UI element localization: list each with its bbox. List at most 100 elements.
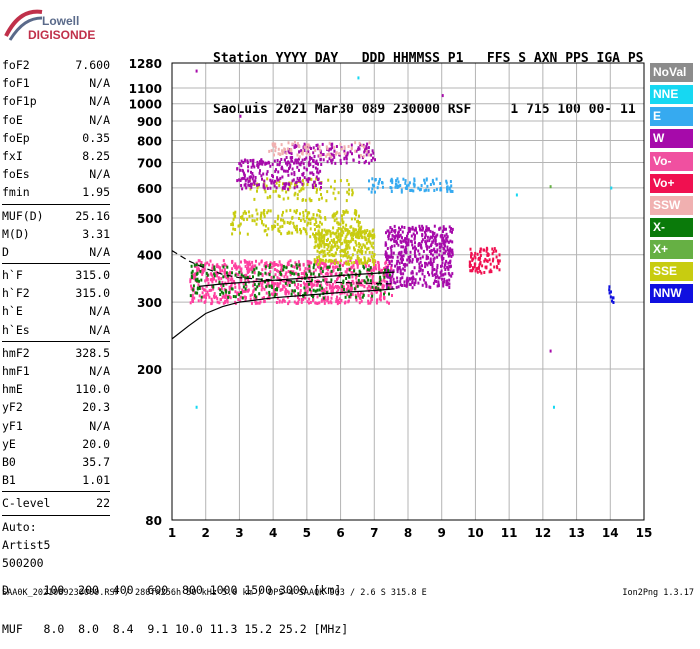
echo-point	[276, 292, 278, 296]
echo-point	[552, 405, 555, 409]
echo-point	[362, 230, 365, 234]
echo-point	[247, 261, 250, 265]
echo-point	[395, 285, 398, 289]
echo-point	[316, 256, 319, 260]
echo-point	[395, 183, 398, 187]
echo-point	[230, 223, 233, 226]
echo-point	[368, 268, 371, 272]
echo-point	[263, 179, 266, 183]
echo-point	[445, 181, 448, 185]
echo-point	[288, 221, 291, 225]
echo-point	[337, 238, 340, 242]
echo-point	[222, 265, 225, 269]
echo-point	[240, 159, 243, 163]
echo-point	[261, 286, 264, 290]
echo-point	[219, 288, 222, 292]
echo-point	[438, 276, 441, 280]
echo-point	[447, 271, 450, 275]
x-tick-label: 4	[269, 526, 277, 540]
echo-point	[398, 265, 401, 269]
echo-point	[343, 261, 346, 265]
echo-point	[299, 267, 302, 271]
echo-point	[238, 282, 241, 286]
echo-point	[264, 265, 267, 269]
echo-point	[426, 239, 429, 243]
param-value: N/A	[89, 322, 110, 337]
echo-point	[208, 289, 211, 292]
echo-point	[276, 269, 278, 273]
echo-point	[448, 273, 451, 277]
param-value: N/A	[89, 76, 110, 91]
echo-point	[272, 143, 274, 147]
echo-point	[253, 296, 256, 300]
echo-point	[483, 271, 486, 274]
echo-point	[336, 285, 339, 288]
echo-point	[410, 276, 413, 280]
echo-point	[428, 239, 431, 243]
echo-point	[302, 149, 305, 153]
echo-point	[449, 229, 452, 233]
echo-point	[357, 257, 360, 260]
echo-point	[304, 198, 307, 202]
echo-point	[283, 186, 286, 190]
echo-point	[285, 151, 288, 155]
echo-point	[234, 285, 237, 289]
echo-point	[270, 149, 273, 153]
echo-point	[239, 295, 242, 299]
echo-point	[412, 182, 415, 186]
echo-point	[320, 244, 323, 248]
echo-point	[249, 187, 252, 191]
echo-point	[406, 263, 409, 267]
echo-point	[365, 241, 368, 245]
echo-point	[289, 259, 292, 263]
echo-point	[321, 262, 324, 265]
echo-point	[292, 270, 295, 274]
param-value: N/A	[89, 94, 110, 109]
echo-point	[226, 300, 229, 304]
param-key: h`Es	[2, 322, 30, 337]
echo-point	[426, 247, 429, 251]
echo-point	[404, 249, 407, 253]
echo-point	[259, 281, 262, 285]
echo-point	[307, 162, 310, 166]
echo-point	[440, 269, 443, 273]
echo-point	[343, 253, 346, 257]
param-row: h`F2 315.0	[2, 284, 110, 302]
echo-point	[372, 151, 375, 155]
echo-point	[291, 215, 294, 219]
echo-point	[549, 349, 552, 353]
echo-point	[442, 246, 445, 250]
echo-point	[276, 276, 279, 280]
echo-point	[393, 239, 396, 243]
echo-point	[272, 281, 275, 285]
echo-point	[423, 181, 426, 185]
echo-point	[431, 235, 434, 239]
echo-point	[253, 182, 256, 186]
echo-point	[312, 151, 315, 155]
echo-point	[304, 228, 307, 232]
echo-point	[404, 240, 407, 244]
echo-point	[255, 266, 258, 270]
y-tick-label: 900	[137, 115, 162, 129]
echo-point	[240, 273, 243, 277]
echo-point	[444, 249, 447, 253]
echo-point	[193, 296, 196, 300]
echo-point	[449, 259, 452, 263]
echo-point	[213, 294, 215, 298]
echo-point	[301, 158, 304, 162]
echo-point	[345, 239, 348, 243]
echo-point	[442, 236, 445, 240]
echo-point	[353, 261, 356, 264]
echo-point	[399, 184, 402, 187]
echo-point	[336, 261, 339, 265]
echo-point	[425, 284, 428, 288]
echo-point	[382, 284, 385, 288]
echo-point	[196, 291, 199, 295]
echo-point	[373, 235, 376, 239]
echo-point	[346, 210, 349, 214]
echo-point	[364, 159, 367, 163]
echo-point	[336, 244, 339, 248]
echo-point	[319, 220, 322, 224]
echo-point	[223, 274, 226, 278]
echo-point	[314, 289, 317, 293]
